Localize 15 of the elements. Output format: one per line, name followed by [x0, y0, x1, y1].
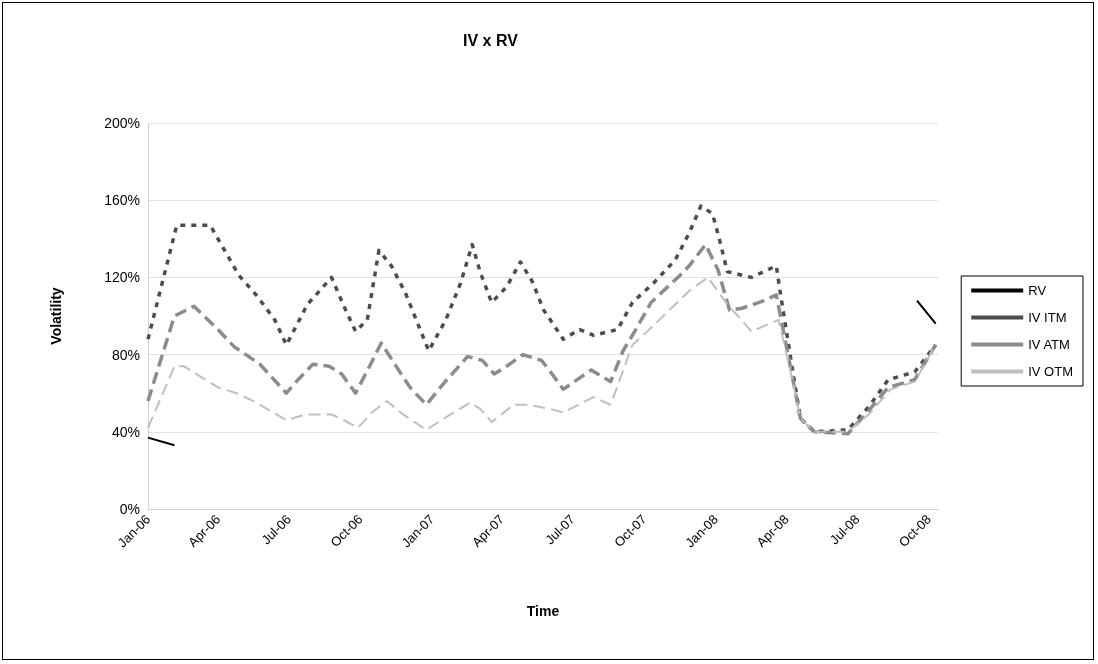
y-tick-label: 160% — [104, 192, 140, 209]
chart-title: IV x RV — [463, 31, 519, 49]
y-tick-label: 40% — [111, 423, 140, 440]
legend-label: IV OTM — [1028, 364, 1073, 379]
y-tick-label: 120% — [104, 269, 140, 286]
y-tick-label: 0% — [119, 501, 140, 517]
legend-label: IV ATM — [1028, 337, 1070, 352]
y-tick-label: 80% — [111, 346, 140, 363]
y-tick-label: 200% — [104, 115, 140, 131]
x-axis-title: Time — [526, 603, 560, 619]
legend-label: IV ITM — [1028, 310, 1067, 325]
y-axis-title: Volatility — [48, 287, 64, 345]
legend-label: RV — [1028, 283, 1047, 298]
line-series — [147, 276, 937, 433]
line-series — [146, 242, 938, 436]
